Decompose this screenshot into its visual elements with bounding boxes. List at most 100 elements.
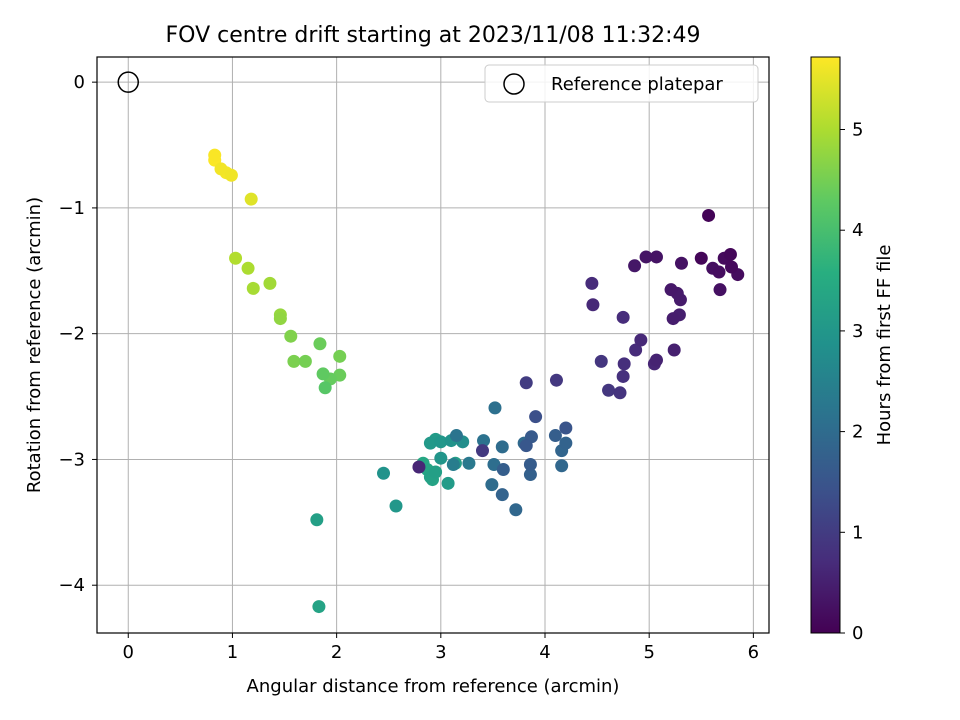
data-point: [616, 369, 630, 383]
data-point: [488, 401, 502, 415]
data-point: [702, 208, 716, 222]
x-tick-label: 2: [331, 642, 342, 663]
colorbar: 0 1 2 3 4 5 Hours from first FF file: [810, 56, 895, 644]
y-axis-ticks: 0 −1 −2 −3 −4: [58, 72, 97, 596]
data-point: [214, 162, 228, 176]
data-point: [263, 276, 277, 290]
data-point: [429, 465, 443, 479]
data-point: [559, 436, 573, 450]
data-point: [559, 421, 573, 435]
colorbar-tick-label: 2: [852, 422, 863, 443]
data-point: [287, 354, 301, 368]
colorbar-tick-label: 3: [852, 321, 863, 342]
data-point: [634, 333, 648, 347]
data-point: [244, 192, 258, 206]
data-point: [208, 148, 222, 162]
reference-point: [117, 71, 140, 93]
data-point: [485, 478, 499, 492]
data-point: [477, 434, 491, 448]
data-point: [529, 410, 543, 424]
data-point: [712, 265, 726, 279]
data-point: [616, 310, 630, 324]
legend-marker-icon: [503, 73, 525, 95]
grid-lines: [97, 57, 769, 633]
colorbar-tick-label: 1: [852, 522, 863, 543]
data-point: [509, 503, 523, 517]
colorbar-gradient: [810, 56, 841, 634]
colorbar-ticks: 0 1 2 3 4 5: [840, 120, 863, 644]
data-points: [208, 148, 745, 614]
data-point: [617, 357, 631, 371]
x-tick-label: 3: [435, 642, 446, 663]
reference-marker: [117, 71, 140, 93]
data-point: [377, 466, 391, 480]
data-point: [241, 261, 255, 275]
colorbar-tick-label: 4: [852, 220, 863, 241]
data-point: [519, 376, 533, 390]
data-point: [310, 513, 324, 527]
plot-frame: [96, 56, 770, 634]
colorbar-tick-label: 5: [852, 120, 863, 141]
data-point: [594, 354, 608, 368]
data-point: [412, 460, 426, 474]
data-point: [496, 463, 510, 477]
legend-box: [484, 64, 759, 103]
data-point: [298, 354, 312, 368]
data-point: [246, 281, 260, 295]
data-point: [313, 337, 327, 351]
data-point: [628, 259, 642, 273]
y-tick-label: −1: [58, 198, 85, 219]
data-point: [555, 459, 569, 473]
data-point: [229, 251, 243, 265]
data-point: [664, 283, 678, 297]
x-tick-label: 4: [539, 642, 550, 663]
data-point: [434, 435, 448, 449]
data-point: [273, 312, 287, 326]
y-tick-label: −4: [58, 575, 85, 596]
data-point: [523, 457, 537, 471]
x-tick-label: 0: [123, 642, 134, 663]
data-point: [434, 451, 448, 465]
colorbar-label: Hours from first FF file: [874, 245, 895, 446]
data-point: [649, 353, 663, 367]
data-point: [284, 329, 298, 343]
data-point: [674, 256, 688, 270]
legend-entry: Reference platepar: [551, 74, 723, 95]
y-tick-label: −3: [58, 449, 85, 470]
x-axis-ticks: 0 1 2 3 4 5 6: [123, 633, 759, 663]
data-point: [475, 444, 489, 458]
data-point: [549, 373, 563, 387]
data-point: [462, 456, 476, 470]
data-point: [724, 260, 738, 274]
chart-title: FOV centre drift starting at 2023/11/08 …: [166, 23, 701, 48]
data-point: [666, 312, 680, 326]
data-point: [423, 436, 437, 450]
data-point: [602, 383, 616, 397]
data-point: [318, 381, 332, 395]
data-point: [441, 476, 455, 490]
data-point: [694, 251, 708, 265]
data-point: [713, 283, 727, 297]
data-point: [523, 468, 537, 482]
x-tick-label: 5: [643, 642, 654, 663]
x-tick-label: 6: [748, 642, 759, 663]
colorbar-tick-label: 0: [852, 623, 863, 644]
data-point: [649, 250, 663, 264]
data-point: [495, 488, 509, 502]
data-point: [613, 386, 627, 400]
data-point: [224, 168, 238, 182]
data-point: [629, 343, 643, 357]
y-axis-label: Rotation from reference (arcmin): [24, 197, 45, 493]
data-point: [333, 349, 347, 363]
legend: Reference platepar: [484, 64, 759, 103]
data-point: [639, 250, 653, 264]
y-tick-label: −2: [58, 324, 85, 345]
data-point: [389, 499, 403, 513]
data-point: [585, 276, 599, 290]
data-point: [548, 429, 562, 443]
data-point: [449, 429, 463, 443]
data-point: [667, 343, 681, 357]
x-axis-label: Angular distance from reference (arcmin): [247, 676, 620, 697]
y-tick-label: 0: [74, 72, 85, 93]
